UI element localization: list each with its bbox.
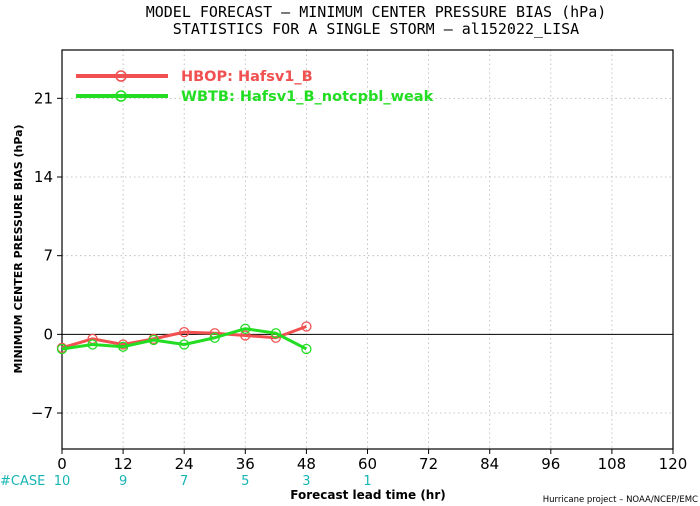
case-label: #CASE [0,474,45,489]
case-count: 7 [180,474,188,489]
grid-lines [62,50,673,449]
x-tick-label: 72 [419,455,438,473]
chart-subtitle: STATISTICS FOR A SINGLE STORM – al152022… [173,20,579,38]
case-count: 9 [119,474,127,489]
x-tick-label: 0 [57,455,67,473]
case-count: 10 [54,474,71,489]
y-tick-label: −7 [31,404,53,422]
data-point [301,343,312,355]
y-tick-label: 7 [43,247,53,265]
x-tick-label: 36 [236,455,255,473]
data-point [240,330,251,341]
case-count: 5 [241,474,249,489]
x-tick-label: 24 [175,455,194,473]
legend-marker [115,70,127,82]
y-tick-label: 14 [34,168,53,186]
y-axis-ticks: −7 0 7 14 21 [31,89,62,422]
legend-label: HBOP: Hafsv1_B [181,69,313,85]
x-tick-label: 120 [659,455,688,473]
case-counts: 10 9 7 5 3 1 [54,474,372,489]
x-axis-label: Forecast lead time (hr) [290,488,446,502]
data-point [179,339,190,350]
credit-text: Hurricane project – NOAA/NCEP/EMC [543,495,698,505]
y-tick-label: 21 [34,89,53,107]
x-tick-label: 60 [358,455,377,473]
chart-title: MODEL FORECAST – MINIMUM CENTER PRESSURE… [146,3,607,21]
y-axis-label: MINIMUM CENTER PRESSURE BIAS (hPa) [12,124,25,373]
legend-label: WBTB: Hafsv1_B_notcpbl_weak [181,89,434,105]
data-point [209,332,220,343]
legend-marker [115,90,127,102]
case-count: 1 [363,474,371,489]
data-point [87,339,98,350]
data-point [270,328,282,339]
data-point [179,326,190,338]
legend: HBOP: Hafsv1_B WBTB: Hafsv1_B_notcpbl_wea… [76,69,434,105]
series-line-2 [61,327,308,351]
x-axis-ticks: 0 12 24 36 48 60 72 84 96 108 120 [57,449,687,473]
x-tick-label: 108 [598,455,627,473]
data-point [56,343,68,355]
y-tick-label: 0 [43,325,53,343]
x-tick-label: 48 [297,455,316,473]
case-count: 3 [302,474,310,489]
data-point [301,321,312,332]
x-tick-label: 12 [114,455,133,473]
x-tick-label: 96 [541,455,560,473]
data-point [148,334,159,346]
series-line-1 [61,325,307,350]
data-point [240,323,251,334]
series-layer [56,321,312,355]
data-point [117,341,129,352]
x-tick-label: 84 [480,455,499,473]
